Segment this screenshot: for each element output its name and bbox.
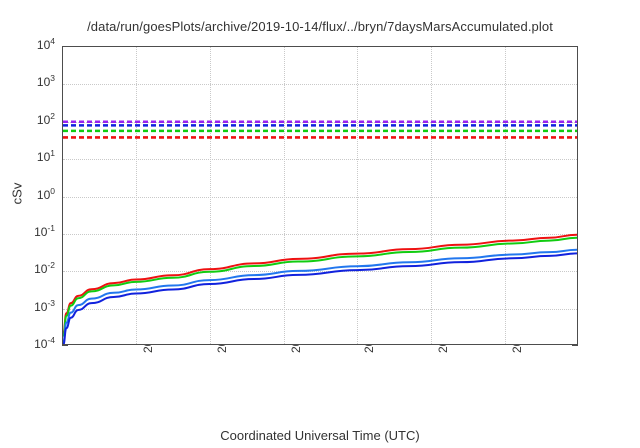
gridline-horizontal (63, 271, 577, 273)
accumulated-green (63, 236, 577, 337)
gridline-horizontal (63, 196, 577, 198)
y-tick-label: 10-2 (34, 260, 55, 277)
y-tick-label: 10-4 (34, 335, 55, 351)
y-tick-label: 103 (36, 73, 55, 90)
y-tick-mark (572, 345, 578, 346)
gridline-vertical (357, 47, 359, 344)
gridline-vertical (209, 47, 211, 344)
accumulated-red (63, 233, 577, 335)
y-tick-mark (62, 345, 68, 346)
y-tick-label: 101 (36, 148, 55, 165)
y-tick-label: 10-3 (34, 297, 55, 314)
accumulated-lightblue (63, 248, 577, 343)
gridline-horizontal (63, 233, 577, 235)
accumulated-darkblue (63, 252, 577, 344)
y-tick-label: 104 (36, 36, 55, 52)
data-curves (63, 120, 577, 344)
plot-area (62, 46, 578, 345)
gridline-vertical (283, 47, 285, 344)
gridline-horizontal (63, 84, 577, 86)
x-axis-label: Coordinated Universal Time (UTC) (220, 428, 420, 443)
y-tick-label: 102 (36, 110, 55, 127)
y-tick-label: 10-1 (34, 222, 55, 239)
gridline-vertical (431, 47, 433, 344)
gridline-vertical (505, 47, 507, 344)
gridline-horizontal (63, 159, 577, 161)
y-tick-label: 100 (36, 185, 55, 202)
page-title: /data/run/goesPlots/archive/2019-10-14/f… (87, 19, 553, 34)
gridline-vertical (135, 47, 137, 344)
gridline-horizontal (63, 308, 577, 310)
